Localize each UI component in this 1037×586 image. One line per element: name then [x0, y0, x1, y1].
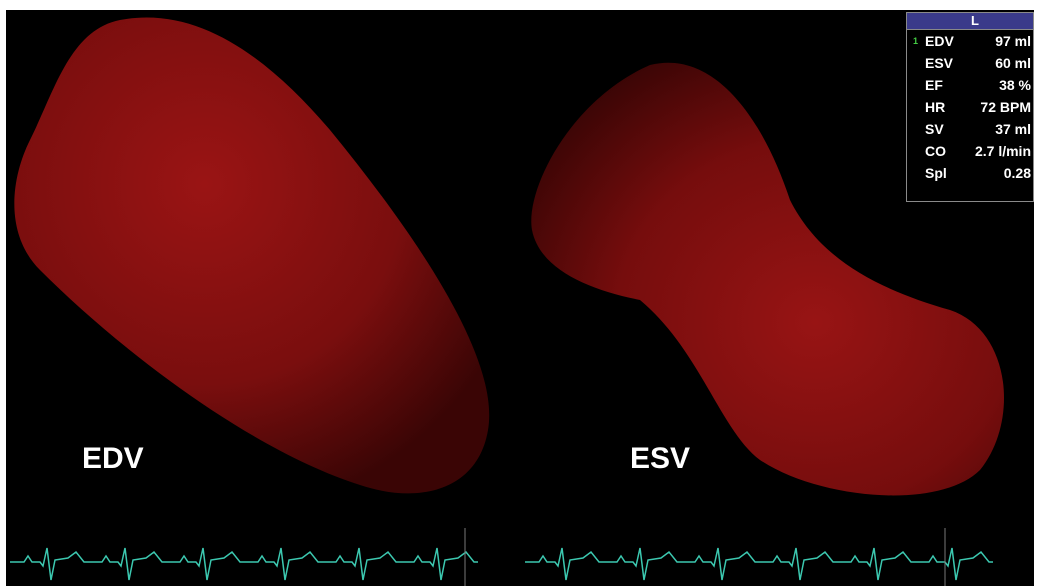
- measurement-row: EF 38 %: [907, 74, 1033, 96]
- panel-header-text: L: [971, 13, 979, 28]
- measurement-name: EF: [925, 77, 943, 93]
- measurement-name: EDV: [925, 33, 954, 49]
- measurement-panel: L 1 EDV 97 ml ESV 60 ml EF 38 % HR 72 BPM SV 37 ml…: [906, 12, 1034, 202]
- measurement-name: ESV: [925, 55, 954, 71]
- measurement-row: ESV 60 ml: [907, 52, 1033, 74]
- measurement-row: SV 37 ml: [907, 118, 1033, 140]
- measurement-value: 60 ml: [995, 55, 1031, 71]
- ecg-trace: [525, 547, 993, 581]
- measurement-name: SV: [925, 121, 944, 137]
- measurement-row: HR 72 BPM: [907, 96, 1033, 118]
- view-label: EDV: [82, 442, 144, 475]
- measurement-name: HR: [925, 99, 946, 115]
- measurement-value: 97 ml: [995, 33, 1031, 49]
- measurement-row: Spl 0.28: [907, 162, 1033, 184]
- ecg-trace: [10, 547, 478, 581]
- measurement-value: 2.7 l/min: [974, 143, 1031, 159]
- measurement-row: 1 EDV 97 ml: [907, 30, 1033, 52]
- esv-volume: [531, 62, 1004, 496]
- measurement-value: 72 BPM: [980, 99, 1031, 115]
- edv-volume: [14, 17, 490, 494]
- view-label: ESV: [630, 442, 691, 475]
- measurement-value: 37 ml: [995, 121, 1031, 137]
- measurement-name: CO: [925, 143, 946, 159]
- measurement-value: 38 %: [999, 77, 1031, 93]
- measurement-name: Spl: [925, 165, 947, 181]
- measurement-row: CO 2.7 l/min: [907, 140, 1033, 162]
- measurement-value: 0.28: [1003, 165, 1031, 181]
- row-marker: 1: [913, 36, 919, 46]
- panel-header: L: [907, 13, 1033, 30]
